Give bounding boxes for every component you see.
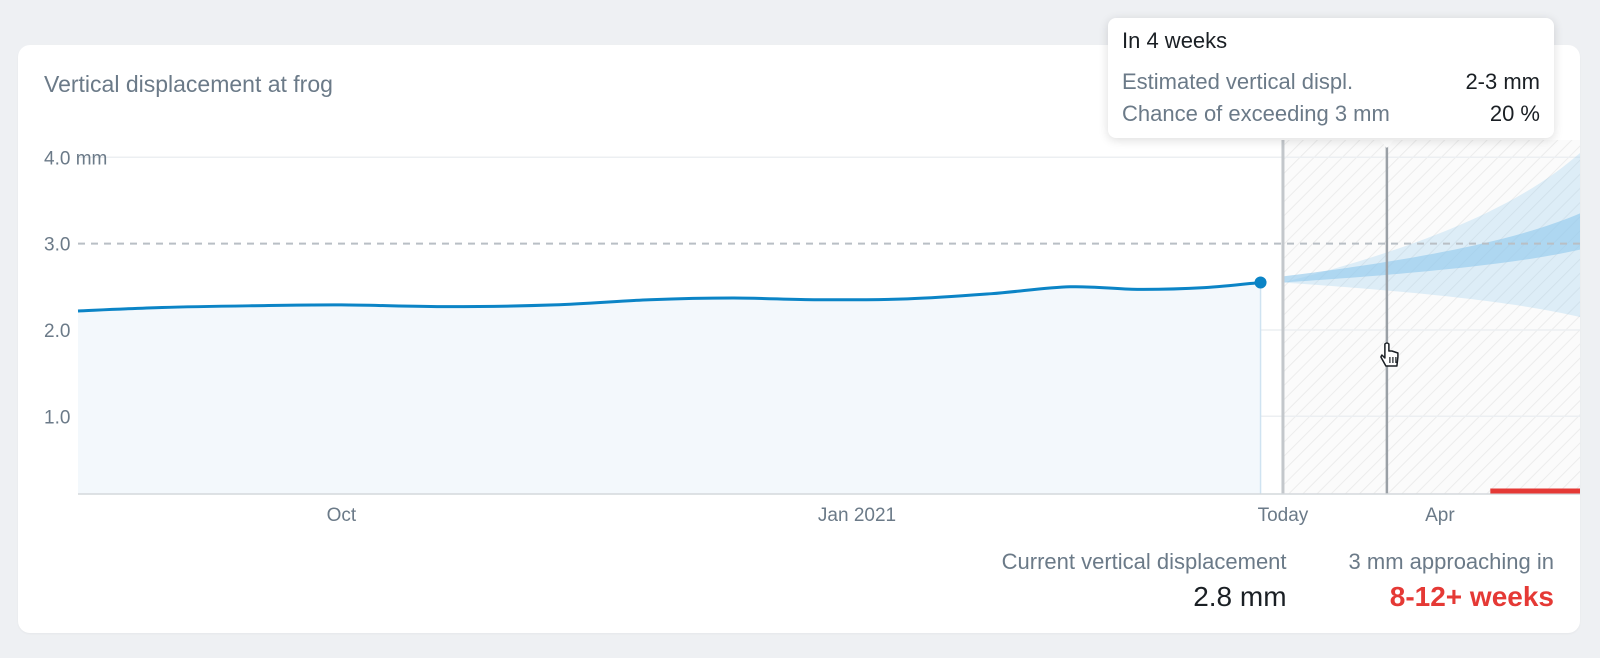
y-tick-label: 2.0 [44, 321, 70, 342]
tooltip-title: In 4 weeks [1122, 28, 1228, 53]
chart-title: Vertical displacement at frog [44, 71, 333, 97]
x-tick-label: Today [1258, 505, 1309, 526]
tooltip-chance-label: Chance of exceeding 3 mm [1122, 101, 1390, 126]
approach-stat: 3 mm approaching in 8-12+ weeks [1349, 549, 1554, 613]
tooltip-chance-value: 20 % [1489, 101, 1540, 126]
current-displacement-stat: Current vertical displacement 2.8 mm [1002, 549, 1287, 613]
current-displacement-label: Current vertical displacement [1001, 549, 1287, 574]
y-tick-label: 1.0 [44, 407, 70, 428]
current-displacement-value: 2.8 mm [1193, 581, 1287, 612]
approach-value: 8-12+ weeks [1389, 581, 1554, 612]
x-tick-label: Jan 2021 [818, 505, 896, 526]
measured-area [78, 282, 1261, 494]
tooltip-estimate-value: 2-3 mm [1465, 69, 1540, 94]
hand-cursor-icon [1380, 342, 1399, 367]
tooltip-row-estimate: Estimated vertical displ. 2-3 mm [1122, 66, 1540, 98]
latest-value-point [1254, 276, 1267, 289]
tooltip-row-chance: Chance of exceeding 3 mm 20 % [1122, 98, 1540, 130]
tooltip-pointer [1377, 138, 1396, 148]
approach-label: 3 mm approaching in [1348, 549, 1554, 574]
y-tick-label: 4.0 mm [44, 148, 107, 169]
summary-footer: Current vertical displacement 2.8 mm 3 m… [1002, 549, 1554, 613]
x-tick-label: Apr [1425, 505, 1455, 526]
forecast-inner-band [1282, 213, 1580, 283]
y-tick-label: 3.0 [44, 235, 70, 256]
forecast-region [1282, 140, 1580, 494]
hand-cursor-shape [1380, 342, 1399, 367]
forecast-tooltip: In 4 weeks Estimated vertical displ. 2-3… [1108, 18, 1554, 138]
x-tick-label: Oct [327, 505, 357, 526]
measured-line [77, 280, 1261, 313]
tooltip-estimate-label: Estimated vertical displ. [1122, 69, 1354, 94]
